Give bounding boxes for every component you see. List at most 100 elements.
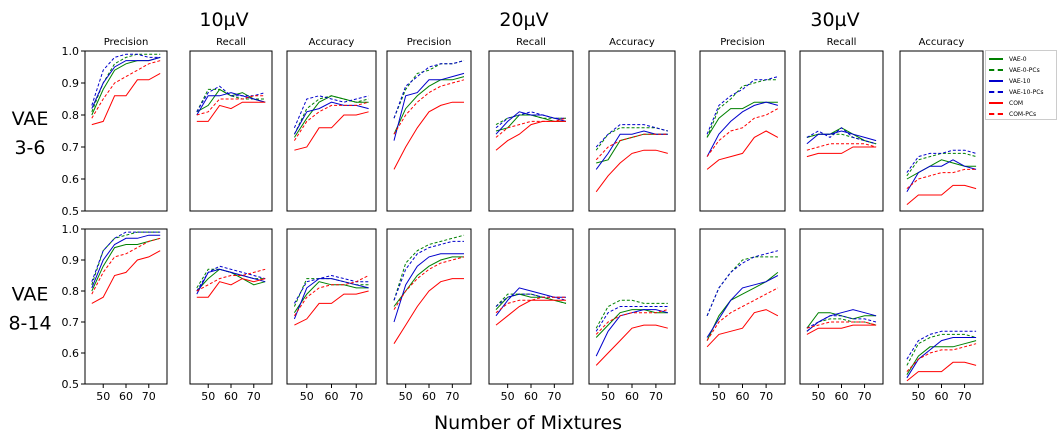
- panel-r1-c4-series-vae-10-pcs: [393, 60, 465, 119]
- panel-r2-c7-xtick-label: 50: [712, 390, 726, 403]
- panel-r1-c4-series-com: [393, 101, 464, 170]
- panel-r1-c3-frame: [286, 50, 377, 212]
- panel-r2-c4-xtick-label: 60: [422, 390, 436, 403]
- legend-entry-vae-0: VAE-0: [989, 54, 1027, 64]
- panel-r2-c7-series-vae-10-pcs: [706, 250, 779, 316]
- panel-r1-c2-frame: [189, 50, 273, 212]
- panel-r2-c5-series-vae-0-pcs: [495, 293, 567, 307]
- panel-r2-c3-series-com-pcs: [293, 275, 369, 317]
- panel-r1-c1-ytick-label: 0.9: [62, 77, 80, 90]
- panel-r2-c4-series-vae-10-pcs: [393, 240, 464, 301]
- legend-label: COM: [1009, 99, 1024, 107]
- panel-r1-c6-series-vae-0-pcs: [595, 127, 668, 151]
- legend-label: VAE-0-PCs: [1009, 66, 1040, 74]
- panel-r1-c1-ytick-label: 0.7: [62, 141, 80, 154]
- panel-r2-c3-frame: [286, 228, 377, 385]
- panel-r2-c8-series-vae-0-pcs: [806, 318, 877, 332]
- panel-r2-c2-xtick-label: 50: [201, 390, 215, 403]
- legend-entry-com-pcs: COM-PCs: [989, 109, 1036, 119]
- panel-r1-c5-frame: [488, 50, 574, 212]
- panel-r1-c8-series-vae-10-pcs: [806, 127, 877, 145]
- panel-r2-c2-series-com-pcs: [196, 268, 266, 292]
- panel-r2-c6-series-vae-10-pcs: [595, 306, 668, 332]
- panel-r1-c2-title: Recall: [216, 37, 246, 48]
- panel-r2-c8-frame: [799, 228, 884, 385]
- panel-r1-c2-series-com-pcs: [196, 95, 266, 116]
- panel-r1-c7-series-vae-10-pcs: [706, 76, 779, 135]
- panel-r2-c7-series-com-pcs: [706, 287, 779, 341]
- panel-r2-c8-series-com-pcs: [806, 321, 877, 329]
- panel-r2-c2-frame: [189, 228, 273, 385]
- panel-r1-c1-ytick-label: 0.8: [62, 109, 80, 122]
- panel-r2-c1-frame: [84, 228, 168, 385]
- panel-r1-c6-series-com-pcs: [595, 133, 668, 161]
- panel-r1-c4-series-com-pcs: [393, 79, 465, 135]
- panel-r2-c8-series-vae-10-pcs: [806, 315, 877, 329]
- panel-r1-c1-title: Precision: [104, 37, 149, 48]
- legend-label: VAE-10-PCs: [1009, 88, 1044, 96]
- panel-r1-c9-series-vae-10-pcs: [906, 149, 977, 173]
- panel-r2-c9-xtick-label: 70: [958, 390, 972, 403]
- panel-r2-c5-xtick-label: 60: [524, 390, 538, 403]
- panel-r1-c2-series-com: [196, 101, 266, 122]
- panel-r2-c1-xtick-label: 50: [96, 390, 110, 403]
- group-title-1: 10µV: [199, 9, 248, 31]
- panel-r2-c5-xtick-label: 70: [547, 390, 561, 403]
- row-label-2-line-2: 8-14: [8, 313, 51, 335]
- panel-r2-c9-series-vae-0-pcs: [906, 333, 977, 366]
- panel-r1-c8-series-com: [806, 146, 877, 158]
- panel-r1-c7-series-vae-10: [706, 101, 779, 157]
- panel-r1-c1-series-com-pcs: [91, 60, 161, 119]
- legend-swatch: [989, 113, 1003, 115]
- panel-r2-c1-series-vae-10-pcs: [91, 231, 161, 282]
- panel-r2-c5-series-com-pcs: [495, 296, 566, 314]
- panel-r2-c1-ytick-label: 0.7: [62, 316, 80, 329]
- panel-r1-c3-series-com-pcs: [293, 101, 369, 141]
- panel-r2-c9-series-vae-0: [906, 340, 977, 375]
- panel-r2-c1-series-vae-10: [91, 234, 161, 289]
- panel-r2-c3-series-vae-10: [293, 278, 369, 320]
- panel-r1-c7-title: Precision: [720, 37, 765, 48]
- panel-r2-c7-xtick-label: 60: [736, 390, 750, 403]
- panel-r1-c9-title: Accuracy: [919, 37, 965, 48]
- legend-label: VAE-0: [1009, 55, 1027, 63]
- panel-r2-c2-series-com: [196, 278, 266, 298]
- panel-r2-c6-xtick-label: 70: [649, 390, 663, 403]
- panel-r2-c1-series-com: [91, 250, 161, 304]
- panel-r2-c6-series-vae-0-pcs: [595, 299, 668, 329]
- panel-r2-c9-xtick-label: 50: [911, 390, 925, 403]
- panel-r2-c4-series-vae-10: [393, 253, 464, 323]
- legend-swatch: [989, 58, 1003, 60]
- panel-r1-c9-series-vae-10: [906, 159, 977, 193]
- x-axis-label: Number of Mixtures: [434, 412, 622, 434]
- row-label-1-line-1: VAE: [12, 108, 49, 130]
- panel-r1-c4-title: Precision: [407, 37, 452, 48]
- legend-swatch: [989, 91, 1003, 93]
- panel-r2-c3-series-com: [294, 290, 369, 326]
- panel-r1-c1-frame: [84, 50, 168, 212]
- panel-r1-c7-series-com-pcs: [706, 108, 779, 157]
- row-label-2-line-1: VAE: [12, 284, 49, 306]
- panel-r2-c5-xtick-label: 50: [501, 390, 515, 403]
- panel-r2-c1-ytick-label: 1.0: [62, 223, 80, 236]
- panel-r2-c7-series-com: [706, 309, 779, 348]
- panel-r1-c4-frame: [386, 50, 472, 212]
- row-label-1-line-2: 3-6: [14, 137, 45, 159]
- panel-r1-c9-series-com-pcs: [906, 168, 977, 189]
- panel-r1-c5-series-com-pcs: [495, 117, 567, 138]
- panel-r1-c3-series-vae-0-pcs: [293, 95, 369, 135]
- legend-label: VAE-10: [1009, 77, 1031, 85]
- panel-r2-c1-ytick-label: 0.5: [62, 378, 80, 391]
- panel-r2-c4-xtick-label: 70: [445, 390, 459, 403]
- panel-r2-c8-series-vae-10: [806, 309, 877, 332]
- panel-r2-c9-series-vae-10-pcs: [906, 330, 977, 360]
- panel-r1-c7-series-com: [706, 130, 779, 170]
- panel-r1-c4-series-vae-0: [393, 76, 465, 135]
- panel-r2-c9-xtick-label: 60: [935, 390, 949, 403]
- group-title-3: 30µV: [810, 9, 859, 31]
- panel-r2-c6-xtick-label: 50: [601, 390, 615, 403]
- panel-r1-c1-ytick-label: 0.5: [62, 205, 80, 218]
- panel-r2-c1-ytick-label: 0.9: [62, 254, 80, 267]
- legend-entry-vae-10: VAE-10: [989, 76, 1030, 86]
- panel-r2-c3-xtick-label: 70: [349, 390, 363, 403]
